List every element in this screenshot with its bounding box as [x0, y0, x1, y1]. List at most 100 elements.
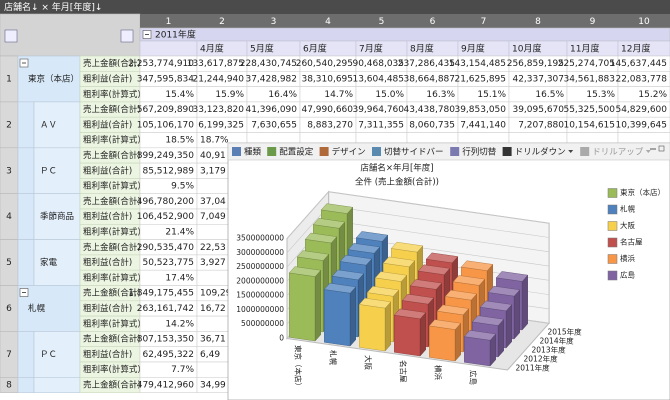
legend-swatch: [607, 204, 618, 215]
cell-value: 15.2%: [638, 90, 667, 100]
bar-top: [304, 232, 338, 244]
cell-value: 40,91: [200, 151, 226, 161]
toolbar-label: 種類: [244, 147, 262, 158]
y-tick-label: 2000000000: [236, 276, 284, 285]
z-tick-label: 2014年度: [540, 336, 575, 346]
cell-value: 15.1%: [477, 90, 506, 100]
legend-label: 札幌: [620, 204, 635, 214]
cell-value: 22,083,778: [615, 74, 667, 84]
toolbar-button[interactable]: 行列切替: [450, 147, 497, 158]
toolbar-button[interactable]: ドリルダウン: [502, 147, 574, 158]
cell-value: 16.3%: [426, 90, 455, 100]
bar: [393, 308, 427, 357]
window-maximize[interactable]: [658, 145, 665, 152]
bar-front: [464, 336, 491, 367]
y-tick-label: 500000000: [241, 319, 284, 328]
bar-side: [513, 289, 520, 340]
cell-value: 7,207,880: [518, 120, 564, 130]
x-tick-label: 広島: [469, 370, 479, 385]
toolbar-button[interactable]: デザイン: [319, 147, 366, 158]
toolbar-icon: [502, 147, 512, 156]
bar-top: [409, 279, 443, 290]
bar-front: [359, 304, 386, 352]
cell-value: 41,396,090: [245, 105, 297, 115]
category-label: 季節商品: [40, 211, 74, 222]
measure-label: 粗利益(合計): [83, 211, 132, 222]
cell-value: 260,540,295: [296, 59, 353, 69]
measure-label: 粗利率(計算式): [83, 364, 141, 375]
category-cell: [33, 376, 81, 393]
cell-value: 14.7%: [324, 90, 353, 100]
x-tick-label: 横浜: [434, 365, 444, 380]
toolbar-button[interactable]: 配置設定: [267, 147, 314, 158]
measure-label: 粗利益(合計): [83, 73, 132, 84]
bar-top: [288, 266, 322, 277]
toolbar-icon: [450, 147, 460, 156]
column-number: 8: [535, 17, 541, 27]
cell-value: 22,53: [200, 243, 226, 253]
toolbar-icon: [232, 147, 241, 156]
cell-value: 10,399,645: [615, 120, 667, 130]
cell-value: 347,595,834: [137, 74, 195, 84]
column-number: 3: [271, 17, 277, 27]
month-label: 7月度: [359, 43, 383, 55]
row-number: 6: [6, 304, 12, 314]
cell-value: 15.0%: [375, 90, 404, 100]
measure-label: 粗利率(計算式): [83, 181, 141, 192]
cell-value: 18.5%: [165, 136, 194, 146]
legend-swatch: [607, 188, 618, 198]
cell-value: 54,829,600: [615, 105, 667, 115]
year-collapse[interactable]: [142, 30, 152, 39]
month-label: 9月度: [461, 43, 485, 55]
corner-icon-right[interactable]: [120, 29, 134, 43]
column-number: 4: [325, 17, 331, 27]
bar-front: [289, 272, 316, 342]
store-collapse[interactable]: [19, 288, 29, 297]
header-label[interactable]: 店舗名↓ × 年月[年度]↓: [4, 1, 102, 13]
y-tick-label: 1000000000: [236, 305, 284, 314]
bar-side: [521, 274, 528, 331]
measure-label: 売上金額(合計): [83, 104, 141, 115]
legend-label: 名古屋: [620, 237, 643, 247]
toolbar-button[interactable]: 種類: [232, 147, 262, 158]
bar-front: [394, 314, 421, 357]
bar-front: [429, 325, 456, 362]
column-number: 5: [379, 17, 385, 27]
bar-side: [349, 286, 356, 347]
toolbar-button[interactable]: 切替サイドバー: [372, 147, 444, 158]
bar: [323, 282, 357, 347]
cell-value: 36,71: [200, 335, 226, 345]
bar-top: [323, 282, 357, 294]
cell-value: 7,630,655: [251, 120, 297, 130]
bar-top: [463, 330, 497, 341]
x-tick-label: 札幌: [329, 350, 339, 365]
bar-top: [382, 256, 416, 268]
toolbar-label: 行列切替: [462, 147, 497, 158]
cell-value: 133,617,875: [187, 59, 244, 69]
year-row: [139, 27, 670, 42]
cell-value: 21,244,940: [192, 74, 244, 84]
measure-label: 粗利率(計算式): [83, 226, 141, 237]
toolbar-icon: [267, 147, 277, 156]
bar: [463, 330, 497, 367]
store-collapse[interactable]: [19, 58, 29, 68]
legend-label: 広島: [620, 270, 635, 280]
measure-label: 売上金額(合計): [83, 150, 141, 161]
bar-top: [460, 260, 494, 271]
bar-top: [347, 243, 381, 254]
category-label: ＡＶ: [40, 120, 57, 130]
category-cell: [33, 147, 81, 195]
bar: [288, 266, 322, 342]
store-label: 札幌: [28, 303, 46, 314]
month-label: 8月度: [410, 43, 434, 55]
cell-value: 15.9%: [215, 90, 244, 100]
measure-label: 粗利益(合計): [83, 165, 132, 176]
window-toolbar: [227, 142, 670, 161]
cell-value: 7,311,355: [358, 120, 404, 130]
legend-label: 大阪: [620, 220, 635, 230]
corner-icon-left[interactable]: [4, 29, 18, 43]
corner-panel: [0, 13, 141, 57]
toolbar-button[interactable]: ドリルアップ: [580, 147, 651, 158]
measure-label: 粗利益(合計): [83, 349, 132, 360]
cell-value: 62,495,322: [142, 350, 194, 360]
